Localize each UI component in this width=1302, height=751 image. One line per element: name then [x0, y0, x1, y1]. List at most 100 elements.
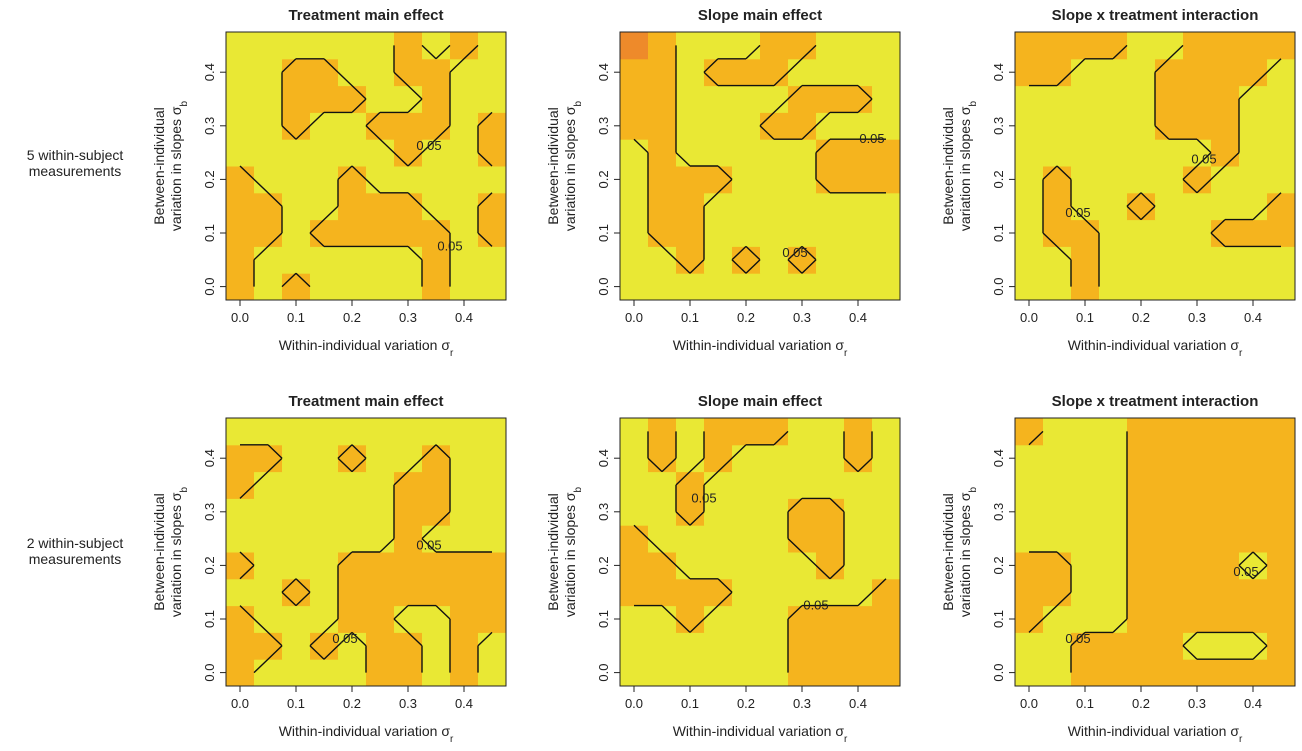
heat-cell [422, 444, 451, 473]
heat-cell [1127, 246, 1156, 274]
heat-cell [620, 605, 649, 633]
heat-cell [366, 418, 395, 446]
heat-cell [620, 578, 649, 607]
heat-cell [872, 659, 901, 687]
heat-cell [732, 85, 761, 113]
heat-cell [760, 498, 789, 526]
heat-cell [844, 605, 873, 633]
heat-cell [450, 58, 479, 87]
heat-cell [648, 219, 677, 247]
x-tick-label: 0.0 [231, 696, 249, 711]
heat-cell [648, 498, 677, 526]
heat-cell [1155, 632, 1184, 660]
contour-line [633, 430, 887, 673]
heat-cell [1071, 471, 1100, 499]
heat-cell [254, 578, 283, 607]
contour-line [1029, 44, 1282, 287]
heat-cell [422, 273, 451, 301]
heat-cell [1239, 192, 1268, 221]
heat-cell [226, 418, 255, 446]
y-axis-label: Between-individual variation in slopes σb [940, 486, 979, 617]
heat-cell [872, 246, 901, 274]
heat-cell [254, 85, 283, 113]
heat-cell [1239, 166, 1268, 194]
heat-cell [1043, 85, 1072, 113]
heat-cell [732, 578, 761, 607]
heat-cell [338, 85, 367, 113]
heat-cell [788, 32, 817, 60]
heat-cell [338, 246, 367, 274]
x-axis-label-text: Within-individual variation σ [1068, 337, 1240, 353]
heat-cell [1267, 246, 1296, 274]
heat-cell [1071, 112, 1100, 140]
heat-cell [338, 525, 367, 553]
heat-cell [478, 32, 507, 60]
heat-cell [676, 219, 705, 247]
y-tick-label: 0.1 [991, 224, 1006, 242]
heat-cell [1127, 139, 1156, 167]
heat-cell [872, 605, 901, 633]
heat-cell [788, 632, 817, 660]
plot-frame [225, 417, 507, 687]
heat-cell [1099, 166, 1128, 194]
heat-cell [310, 498, 339, 526]
x-tick-label: 0.3 [793, 310, 811, 325]
heat-cell [282, 659, 311, 687]
y-axis-label-text: Between-individual [940, 493, 956, 611]
heat-cell [1267, 444, 1296, 473]
heat-cell [704, 166, 733, 194]
heat-cell [366, 444, 395, 473]
heat-cell [1239, 112, 1268, 140]
heat-cell [788, 471, 817, 499]
heat-cell [366, 471, 395, 499]
x-axis-label-sub: r [450, 734, 454, 745]
heat-cell [1099, 498, 1128, 526]
heat-cell [450, 578, 479, 607]
heat-cell [816, 659, 845, 687]
heat-cell [282, 552, 311, 580]
heat-cell [676, 166, 705, 194]
heat-cell [478, 605, 507, 633]
heat-cell [1071, 632, 1100, 660]
heat-cell [478, 192, 507, 221]
heat-cell [1043, 525, 1072, 553]
heat-cell [1155, 498, 1184, 526]
heat-cell [704, 605, 733, 633]
y-axis-label-line: variation in slopes σb [168, 100, 190, 231]
heat-cell [620, 444, 649, 473]
heat-cell [1071, 498, 1100, 526]
heat-cell [422, 139, 451, 167]
y-axis-label-line: variation in slopes σb [168, 486, 190, 617]
panel-title: Slope x treatment interaction [1052, 393, 1259, 410]
heat-cell [282, 58, 311, 87]
heat-cell [310, 219, 339, 247]
heat-cell [1127, 32, 1156, 60]
heat-cell [1183, 444, 1212, 473]
heat-cell [1211, 605, 1240, 633]
heat-cell [310, 139, 339, 167]
heat-cell [732, 605, 761, 633]
heat-cell [676, 578, 705, 607]
heat-cell [704, 112, 733, 140]
heat-cell [338, 273, 367, 301]
heat-cell [816, 219, 845, 247]
heat-cell [394, 58, 423, 87]
y-tick-label: 0.4 [202, 63, 217, 81]
heat-cell [394, 112, 423, 140]
heat-cell [226, 85, 255, 113]
heat-cell [338, 139, 367, 167]
heat-cell [1239, 219, 1268, 247]
heat-cell [226, 166, 255, 194]
heat-cell [226, 32, 255, 60]
heat-cell [1183, 605, 1212, 633]
heat-cell [1127, 605, 1156, 633]
heat-cell [366, 219, 395, 247]
heat-cell [648, 58, 677, 87]
heat-cell [1127, 578, 1156, 607]
heat-cell [366, 112, 395, 140]
panel: Slope x treatment interaction 0.05 0.05 0.0… [940, 393, 1296, 745]
heat-cell [844, 85, 873, 113]
heat-cell [1211, 112, 1240, 140]
heat-cell [704, 219, 733, 247]
